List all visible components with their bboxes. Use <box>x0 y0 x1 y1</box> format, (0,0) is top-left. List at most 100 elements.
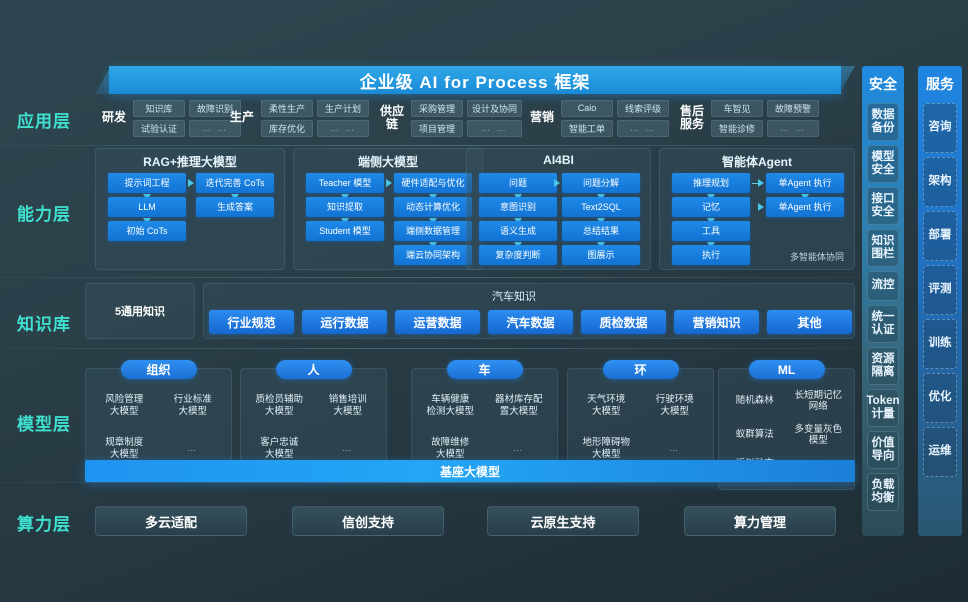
capability-box-0-left-2[interactable]: 初始 CoTs <box>108 221 186 241</box>
model-item-3-1[interactable]: 行驶环境 大模型 <box>655 394 694 417</box>
compute-button-0[interactable]: 多云适配 <box>95 506 247 536</box>
service-rail-item-1[interactable]: 架构 <box>923 157 957 207</box>
capability-box-2-right-1[interactable]: Text2SQL <box>562 197 640 217</box>
compute-button-3[interactable]: 算力管理 <box>684 506 836 536</box>
capability-box-1-right-2[interactable]: 端侧数据管理 <box>394 221 472 241</box>
capability-box-0-left-0[interactable]: 提示词工程 <box>108 173 186 193</box>
app-cell-1-0-0[interactable]: 柔性生产 <box>261 99 313 117</box>
knowledge-chip-3[interactable]: 汽车数据 <box>488 310 573 334</box>
app-cell-3-0-0[interactable]: Caio <box>561 99 613 117</box>
security-rail-item-0[interactable]: 数据备份 <box>867 103 899 141</box>
service-rail-item-3[interactable]: 评测 <box>923 265 957 315</box>
app-cell-2-1-1[interactable]: … … <box>467 119 523 137</box>
service-rail-item-6[interactable]: 运维 <box>923 427 957 477</box>
app-cell-4-0-1[interactable]: 智能诊修 <box>711 119 763 137</box>
app-cell-3-1-1[interactable]: … … <box>617 119 669 137</box>
model-pill-2[interactable]: 车 <box>446 360 523 379</box>
app-cell-4-1-1[interactable]: … … <box>767 119 819 137</box>
capability-box-0-right-1[interactable]: 生成答案 <box>196 197 274 217</box>
capability-box-1-right-1[interactable]: 动态计算优化 <box>394 197 472 217</box>
app-cell-1-1-1[interactable]: … … <box>317 119 369 137</box>
capability-box-1-left-1[interactable]: 知识提取 <box>306 197 384 217</box>
capability-box-3-left-0[interactable]: 推理规划 <box>672 173 750 193</box>
app-cell-2-0-1[interactable]: 项目管理 <box>411 119 463 137</box>
app-cell-0-1-1[interactable]: … … <box>189 119 241 137</box>
capability-box-1-left-0[interactable]: Teacher 模型 <box>306 173 384 193</box>
model-item-1-1[interactable]: 销售培训 大模型 <box>328 394 367 417</box>
capability-box-2-left-0[interactable]: 问题 <box>479 173 557 193</box>
app-cell-0-0-1[interactable]: 试验认证 <box>133 119 185 137</box>
security-rail-item-2[interactable]: 接口安全 <box>867 187 899 225</box>
model-item-0-1[interactable]: 行业标准 大模型 <box>173 394 212 417</box>
knowledge-chip-0[interactable]: 行业规范 <box>209 310 294 334</box>
model-item-2-3[interactable]: … <box>513 442 525 454</box>
capability-box-2-right-0[interactable]: 问题分解 <box>562 173 640 193</box>
app-cell-1-0-1[interactable]: 库存优化 <box>261 119 313 137</box>
security-rail-item-5[interactable]: 统一认证 <box>867 305 899 343</box>
model-item-4-3[interactable]: 多变量灰色 模型 <box>794 423 842 446</box>
capability-box-3-right-0[interactable]: 单Agent 执行 <box>766 173 844 193</box>
knowledge-chip-4[interactable]: 质检数据 <box>581 310 666 334</box>
app-cell-2-0-0[interactable]: 采购管理 <box>411 99 463 117</box>
capability-box-2-left-3[interactable]: 复杂度判断 <box>479 245 557 265</box>
capability-box-0-left-1[interactable]: LLM <box>108 197 186 217</box>
model-pill-1[interactable]: 人 <box>275 360 352 379</box>
knowledge-chip-2[interactable]: 运营数据 <box>395 310 480 334</box>
security-rail-item-1[interactable]: 模型安全 <box>867 145 899 183</box>
compute-button-1[interactable]: 信创支持 <box>292 506 444 536</box>
knowledge-chip-6[interactable]: 其他 <box>767 310 852 334</box>
model-item-1-2[interactable]: 客户忠诚 大模型 <box>260 437 299 460</box>
service-rail-item-5[interactable]: 优化 <box>923 373 957 423</box>
service-rail-item-2[interactable]: 部署 <box>923 211 957 261</box>
app-cell-3-0-1[interactable]: 智能工单 <box>561 119 613 137</box>
model-item-1-0[interactable]: 质检员辅助 大模型 <box>255 394 303 417</box>
app-cell-3-1-0[interactable]: 线索评级 <box>617 99 669 117</box>
model-pill-0[interactable]: 组织 <box>120 360 197 379</box>
app-cell-0-1-0[interactable]: 故障识别 <box>189 99 241 117</box>
security-rail-item-8[interactable]: 价值导向 <box>867 431 899 469</box>
app-cell-4-0-0[interactable]: 车智见 <box>711 99 763 117</box>
capability-box-2-right-2[interactable]: 总结结果 <box>562 221 640 241</box>
capability-box-2-right-3[interactable]: 图展示 <box>562 245 640 265</box>
model-item-4-0[interactable]: 随机森林 <box>735 395 774 407</box>
service-rail-item-0[interactable]: 咨询 <box>923 103 957 153</box>
model-pill-4[interactable]: ML <box>748 360 825 379</box>
capability-box-3-left-2[interactable]: 工具 <box>672 221 750 241</box>
model-item-0-2[interactable]: 规章制度 大模型 <box>105 437 144 460</box>
capability-box-1-right-3[interactable]: 端云协同架构 <box>394 245 472 265</box>
security-rail-item-6[interactable]: 资源隔离 <box>867 347 899 385</box>
capability-box-2-left-1[interactable]: 意图识别 <box>479 197 557 217</box>
title-ribbon: 企业级 AI for Process 框架 <box>95 66 855 94</box>
model-item-2-2[interactable]: 故障维修 大模型 <box>431 437 470 460</box>
knowledge-chip-1[interactable]: 运行数据 <box>302 310 387 334</box>
security-rail-item-9[interactable]: 负载均衡 <box>867 473 899 511</box>
model-item-4-1[interactable]: 长短期记忆 网络 <box>794 389 842 412</box>
app-cell-4-1-0[interactable]: 故障预警 <box>767 99 819 117</box>
model-item-2-0[interactable]: 车辆健康 检测大模型 <box>426 394 474 417</box>
model-item-3-0[interactable]: 天气环境 大模型 <box>587 394 626 417</box>
compute-button-2[interactable]: 云原生支持 <box>487 506 639 536</box>
app-cell-0-0-0[interactable]: 知识库 <box>133 99 185 117</box>
model-item-0-3[interactable]: … <box>187 442 199 454</box>
capability-box-3-right-1[interactable]: 单Agent 执行 <box>766 197 844 217</box>
app-cell-1-1-0[interactable]: 生产计划 <box>317 99 369 117</box>
capability-box-0-right-0[interactable]: 迭代完善 CoTs <box>196 173 274 193</box>
security-rail-item-7[interactable]: Token计量 <box>867 389 900 427</box>
model-pill-3[interactable]: 环 <box>602 360 679 379</box>
capability-box-3-left-3[interactable]: 执行 <box>672 245 750 265</box>
model-item-3-2[interactable]: 地形障碍物 大模型 <box>582 437 630 460</box>
capability-box-2-left-2[interactable]: 语义生成 <box>479 221 557 241</box>
service-rail-item-4[interactable]: 训练 <box>923 319 957 369</box>
model-item-1-3[interactable]: … <box>342 442 354 454</box>
capability-box-3-left-1[interactable]: 记忆 <box>672 197 750 217</box>
security-rail-item-4[interactable]: 流控 <box>867 271 899 301</box>
capability-box-1-right-0[interactable]: 硬件适配与优化 <box>394 173 472 193</box>
model-item-0-0[interactable]: 风险管理 大模型 <box>105 394 144 417</box>
security-rail-item-3[interactable]: 知识围栏 <box>867 229 899 267</box>
knowledge-chip-5[interactable]: 营销知识 <box>674 310 759 334</box>
model-item-4-2[interactable]: 蚁群算法 <box>735 429 774 441</box>
model-item-3-3[interactable]: … <box>669 442 681 454</box>
model-item-2-1[interactable]: 器材库存配 置大模型 <box>494 394 543 417</box>
app-cell-2-1-0[interactable]: 设计及协同 <box>467 99 523 117</box>
capability-box-1-left-2[interactable]: Student 模型 <box>306 221 384 241</box>
